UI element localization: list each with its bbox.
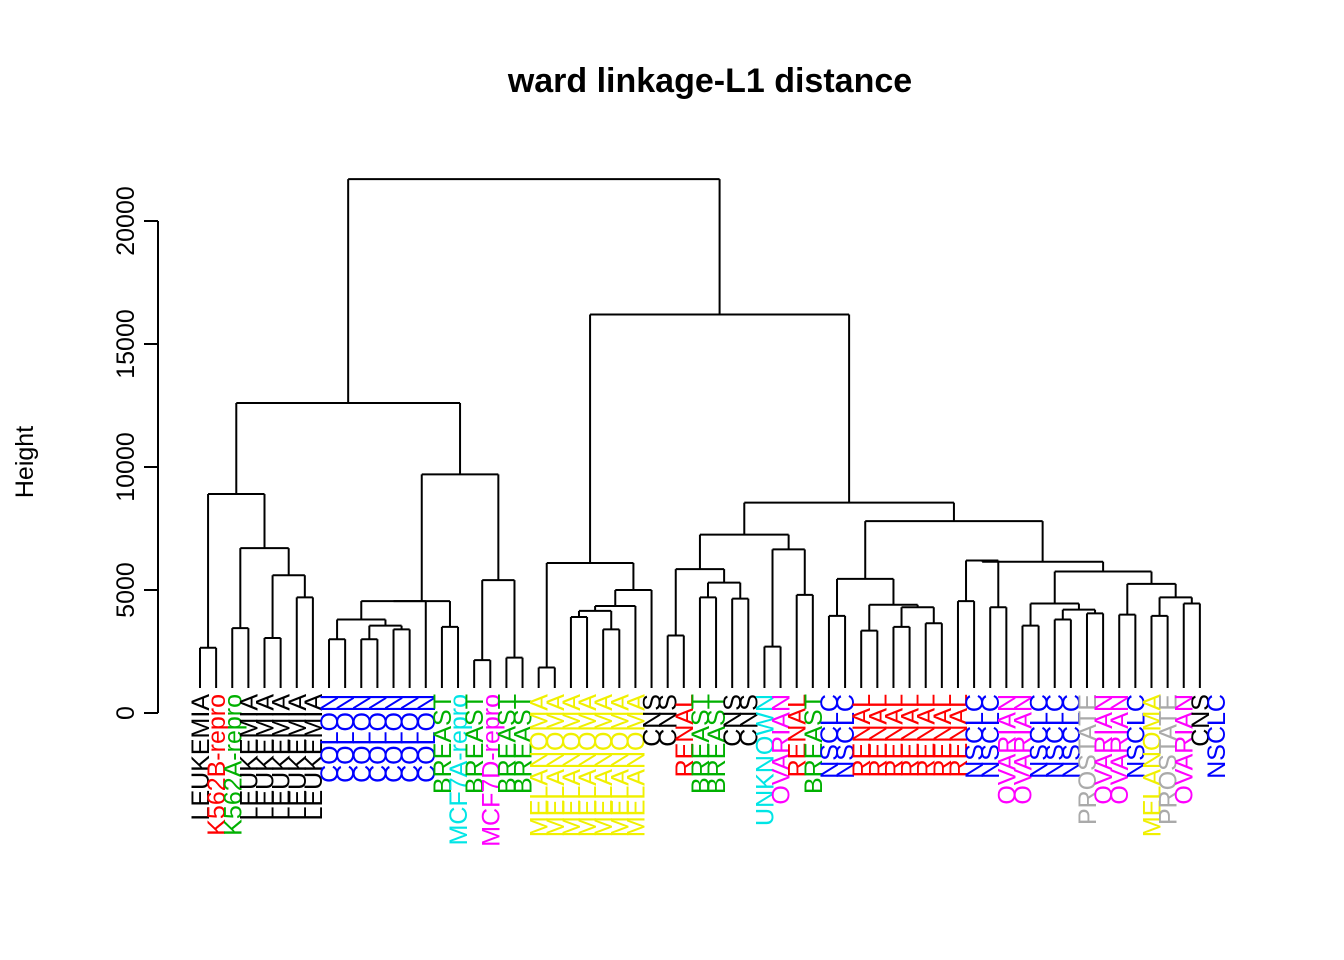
leaf-label: COLON	[413, 694, 441, 783]
leaf-label: RENAL	[848, 694, 876, 777]
leaf-label: MELANOMA	[1138, 694, 1166, 837]
leaf-label: MELANOMA	[542, 694, 570, 837]
leaf-label: MELANOMA	[622, 694, 650, 837]
leaf-label: OVARIAN	[1106, 694, 1134, 805]
y-tick-label: 5000	[112, 562, 140, 618]
leaf-label: CNS	[719, 694, 747, 747]
leaf-label: BREAST	[493, 694, 521, 794]
leaf-label: LEUKEMIA	[235, 694, 263, 821]
leaf-label: MCF7D-repro	[477, 694, 505, 847]
leaf-label: NSCLC	[1058, 694, 1086, 779]
y-axis: 0 5000 10000 15000 20000	[112, 186, 159, 720]
leaf-label: NSCLC	[1203, 694, 1231, 779]
leaf-label: BREAST	[461, 694, 489, 794]
leaf-label: K562A-repro	[219, 694, 247, 836]
leaf-label: CNS	[1187, 694, 1215, 747]
leaf-label: RENAL	[671, 694, 699, 777]
leaf-label: MELANOMA	[526, 694, 554, 837]
leaf-label: RENAL	[784, 694, 812, 777]
leaf-label: RENAL	[945, 694, 973, 777]
y-tick-label: 10000	[112, 432, 140, 502]
leaf-label: RENAL	[880, 694, 908, 777]
leaf-label: MELANOMA	[574, 694, 602, 837]
leaf-label: NSCLC	[816, 694, 844, 779]
leaf-labels: LEUKEMIAK562B-reproK562A-reproLEUKEMIALE…	[187, 694, 1231, 847]
leaf-label: MELANOMA	[558, 694, 586, 837]
leaf-label: NSCLC	[961, 694, 989, 779]
y-tick-label: 0	[112, 706, 140, 720]
leaf-label: LEUKEMIA	[268, 694, 296, 821]
leaf-label: LEUKEMIA	[252, 694, 280, 821]
leaf-label: RENAL	[929, 694, 957, 777]
leaf-label: BREAST	[687, 694, 715, 794]
chart-title: ward linkage-L1 distance	[507, 62, 912, 100]
leaf-label: NSCLC	[977, 694, 1005, 779]
leaf-label: BREAST	[510, 694, 538, 794]
leaf-label: COLON	[381, 694, 409, 783]
y-axis-label: Height	[11, 426, 39, 498]
leaf-label: MELANOMA	[590, 694, 618, 837]
leaf-label: BREAST	[800, 694, 828, 794]
leaf-label: PROSTATE	[1074, 694, 1102, 825]
leaf-label: OVARIAN	[1090, 694, 1118, 805]
leaf-label: CNS	[735, 694, 763, 747]
leaf-label: MCF7A-repro	[445, 694, 473, 845]
y-tick-label: 20000	[112, 186, 140, 256]
leaf-label: COLON	[397, 694, 425, 783]
y-tick-label: 15000	[112, 309, 140, 379]
leaf-label: K562B-repro	[203, 694, 231, 836]
dendrogram-tree	[199, 178, 1201, 688]
leaf-label: OVARIAN	[1009, 694, 1037, 805]
leaf-label: PROSTATE	[1155, 694, 1183, 825]
leaf-label: NSCLC	[832, 694, 860, 779]
leaf-label: LEUKEMIA	[284, 694, 312, 821]
leaf-label: OVARIAN	[1171, 694, 1199, 805]
leaf-label: RENAL	[913, 694, 941, 777]
leaf-label: LEUKEMIA	[300, 694, 328, 821]
leaf-label: MELANOMA	[606, 694, 634, 837]
leaf-label: UNKNOWN	[751, 694, 779, 826]
leaf-label: OVARIAN	[993, 694, 1021, 805]
leaf-label: BREAST	[429, 694, 457, 794]
leaf-label: NSCLC	[1122, 694, 1150, 779]
leaf-label: COLON	[348, 694, 376, 783]
leaf-label: OVARIAN	[768, 694, 796, 805]
leaf-label: NSCLC	[1042, 694, 1070, 779]
leaf-label: COLON	[364, 694, 392, 783]
leaf-label: BREAST	[703, 694, 731, 794]
leaf-label: NSCLC	[1026, 694, 1054, 779]
leaf-label: RENAL	[897, 694, 925, 777]
leaf-label: CNS	[655, 694, 683, 747]
leaf-label: CNS	[639, 694, 667, 747]
leaf-label: RENAL	[864, 694, 892, 777]
leaf-label: COLON	[316, 694, 344, 783]
leaf-label: LEUKEMIA	[187, 694, 215, 821]
leaf-label: COLON	[332, 694, 360, 783]
